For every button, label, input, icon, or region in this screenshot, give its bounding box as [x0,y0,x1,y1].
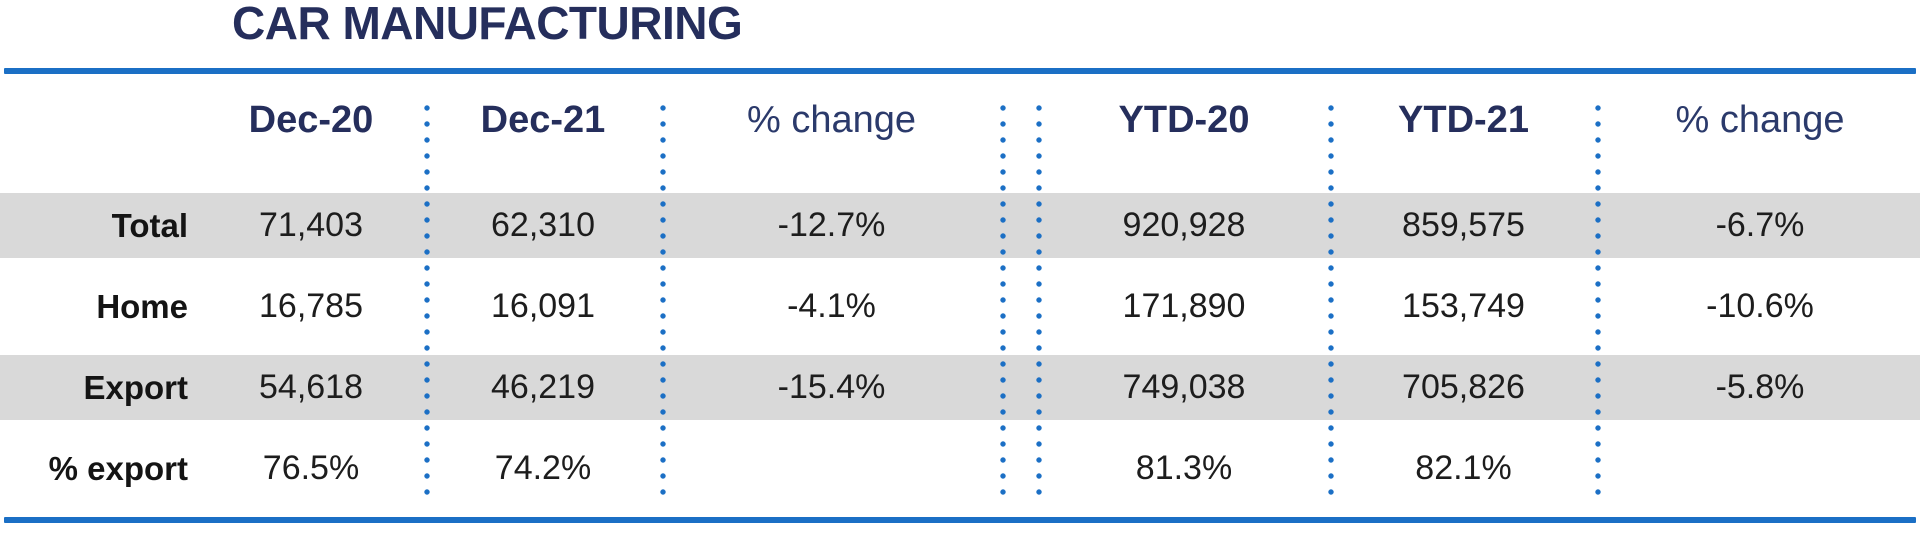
cell-dec21: 46,219 [491,368,595,406]
row-label: Home [96,287,188,325]
cell-ytd21: 82.1% [1415,449,1512,487]
cell-pct-change-ytd: -10.6% [1706,287,1814,325]
cell-pct-change-ytd: -6.7% [1715,206,1805,244]
cell-ytd21: 859,575 [1402,206,1525,244]
col-header-pct-change-month: % change [746,98,916,141]
table-row-total: Total 71,403 62,310 -12.7% 920,928 859,5… [0,193,1920,258]
cell-ytd21: 153,749 [1402,287,1525,325]
cell-dec20: 76.5% [262,449,360,487]
col-header-dec20: Dec-20 [248,98,374,141]
table-row-pct-export: % export 76.5% 74.2% 81.3% 82.1% [0,436,1920,501]
header-row: Dec-20 Dec-21 % change YTD-20 YTD-21 % c… [0,86,1920,154]
dotted-separator-dec20-dec21 [424,100,430,502]
row-label: Export [83,368,188,406]
col-header-pct-change-ytd: % change [1675,98,1845,141]
cell-dec21: 62,310 [491,206,595,244]
cell-ytd20: 81.3% [1135,449,1233,487]
col-header-dec21: Dec-21 [480,98,606,141]
row-label: % export [48,449,188,487]
table-row-home: Home 16,785 16,091 -4.1% 171,890 153,749… [0,274,1920,339]
cell-dec20: 71,403 [259,206,363,244]
cell-dec21: 74.2% [494,449,592,487]
row-label: Total [111,206,188,244]
dotted-separator-dec21-pctchange [660,100,666,502]
cell-dec21: 16,091 [491,287,595,325]
table-row-export: Export 54,618 46,219 -15.4% 749,038 705,… [0,355,1920,420]
col-header-ytd21: YTD-21 [1398,98,1529,141]
dotted-separator-ytd20-ytd21 [1328,100,1334,502]
cell-dec20: 16,785 [259,287,363,325]
cell-pct-change-month: -15.4% [777,368,886,406]
cell-pct-change-month: -12.7% [777,206,886,244]
cell-ytd20: 171,890 [1122,287,1246,325]
dotted-separator-section-left [1000,100,1006,502]
cell-pct-change-month: -4.1% [787,287,876,325]
cell-pct-change-ytd: -5.8% [1715,368,1805,406]
dotted-separator-ytd21-pctchange [1595,100,1601,502]
dotted-separator-section-right [1036,100,1042,502]
table-title: CAR MANUFACTURING [232,0,743,49]
cell-ytd20: 920,928 [1122,206,1246,244]
cell-ytd20: 749,038 [1122,368,1246,406]
cell-ytd21: 705,826 [1402,368,1525,406]
top-rule [4,68,1916,74]
cell-dec20: 54,618 [259,368,363,406]
bottom-rule [4,517,1916,523]
col-header-ytd20: YTD-20 [1118,98,1250,141]
